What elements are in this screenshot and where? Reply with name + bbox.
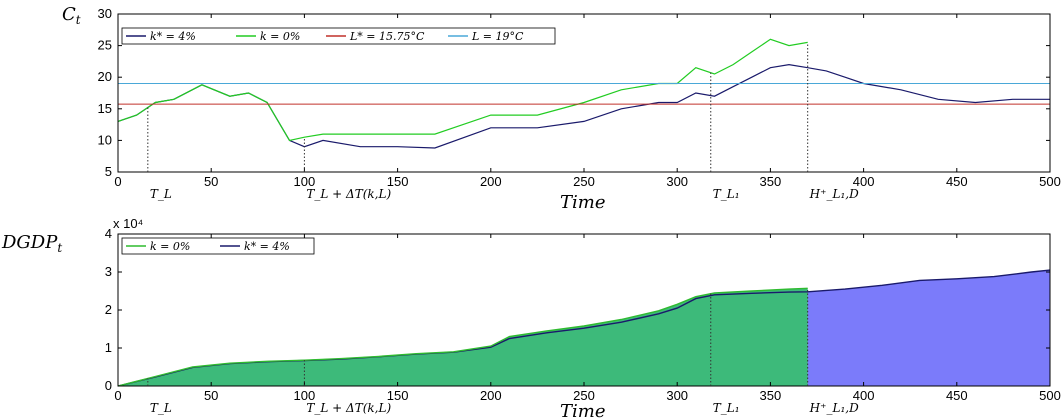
top-annotation-label: T_L [150,187,172,201]
top-y-axis-label: Ct [62,4,81,27]
top-legend-label-3: L = 19°C [471,30,524,43]
bottom-y-tick-label: 0 [105,378,112,393]
bottom-y-axis-label: DGDPt [1,232,62,255]
top-legend-label-2: L* = 15.75°C [349,30,425,43]
bottom-x-tick-label: 500 [1039,388,1061,403]
top-chart-panel: Ct 0 50 100 150 200 250 300 350 400 450 5005101520… [62,4,1061,213]
bottom-x-tick-label: 50 [204,388,218,403]
bottom-x-tick-label: 300 [666,388,688,403]
top-y-tick-label: 10 [98,132,112,147]
top-x-tick-label: 50 [204,174,218,189]
top-plot-area: 0 50 100 150 200 250 300 350 400 450 5005101520253… [98,6,1061,201]
top-y-tick-label: 20 [98,69,112,84]
bottom-legend-label-1: k* = 4% [244,240,290,253]
top-series-line-0 [118,65,1050,148]
bottom-y-exponent: x 10⁴ [113,216,143,231]
top-annotation-label: T_L₁ [713,187,740,201]
bottom-x-tick-label: 200 [480,388,502,403]
top-x-tick-label: 300 [666,174,688,189]
top-x-tick-label: 200 [480,174,502,189]
top-legend: k* = 4% k = 0% L* = 15.75°C L = 19°C [122,28,555,44]
top-x-tick-label: 350 [760,174,782,189]
top-legend-label-0: k* = 4% [150,30,196,43]
bottom-x-axis-label: Time [560,401,605,420]
top-x-axis-label: Time [560,192,605,213]
top-y-tick-label: 25 [98,38,112,53]
bottom-chart-panel: DGDPt x 10⁴ 0 50 100 150 200 250 300 350 400 450 5… [1,216,1061,420]
top-annotation-label: T_L + ΔT(k,L) [306,187,391,201]
top-x-tick-label: 500 [1039,174,1061,189]
top-legend-label-1: k = 0% [260,30,300,43]
top-x-tick-label: 450 [946,174,968,189]
bottom-y-tick-label: 2 [105,302,112,317]
bottom-annotation-label: T_L + ΔT(k,L) [306,401,391,415]
top-y-tick-label: 5 [105,164,112,179]
bottom-x-tick-label: 350 [760,388,782,403]
bottom-y-tick-label: 1 [105,340,112,355]
bottom-annotation-label: T_L [150,401,172,415]
top-series-line-1 [118,39,808,140]
bottom-area-fill-0 [118,288,808,386]
bottom-annotation-label: H⁺_L₁,D [809,401,859,415]
bottom-legend-label-0: k = 0% [150,240,190,253]
top-annotation-label: H⁺_L₁,D [809,187,859,201]
top-x-tick-label: 0 [114,174,121,189]
bottom-annotation-label: T_L₁ [713,401,740,415]
bottom-y-tick-label: 3 [105,264,112,279]
top-x-tick-label: 250 [573,174,595,189]
bottom-legend: k = 0% k* = 4% [122,238,314,254]
bottom-y-tick-label: 4 [105,226,112,241]
top-y-tick-label: 30 [98,6,112,21]
bottom-x-tick-label: 450 [946,388,968,403]
top-y-tick-label: 15 [98,101,112,116]
bottom-x-tick-label: 0 [114,388,121,403]
